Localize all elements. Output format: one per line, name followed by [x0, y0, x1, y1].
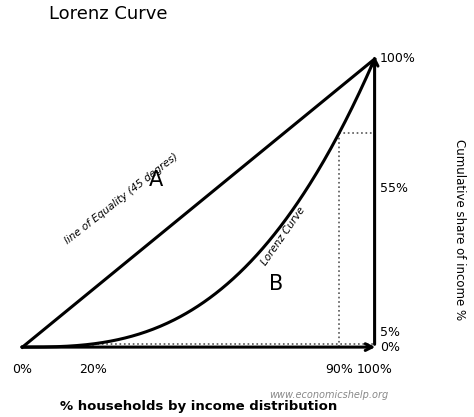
- Text: Cumulative share of income %: Cumulative share of income %: [453, 139, 466, 320]
- Text: 90%: 90%: [326, 363, 353, 376]
- Text: 100%: 100%: [356, 363, 392, 376]
- Text: line of Equality (45 degres): line of Equality (45 degres): [63, 152, 180, 246]
- Text: 55%: 55%: [380, 182, 408, 195]
- Text: 100%: 100%: [380, 53, 416, 65]
- Text: A: A: [149, 170, 164, 190]
- Text: 0%: 0%: [12, 363, 33, 376]
- Text: Lorenz Curve: Lorenz Curve: [48, 5, 167, 23]
- Text: 0%: 0%: [380, 341, 400, 354]
- Text: B: B: [269, 274, 283, 294]
- Text: Lorenz Curve: Lorenz Curve: [259, 205, 307, 267]
- Text: www.economicshelp.org: www.economicshelp.org: [269, 390, 389, 400]
- Text: 20%: 20%: [79, 363, 107, 376]
- Text: % households by income distribution: % households by income distribution: [61, 400, 337, 413]
- Text: 5%: 5%: [380, 326, 400, 339]
